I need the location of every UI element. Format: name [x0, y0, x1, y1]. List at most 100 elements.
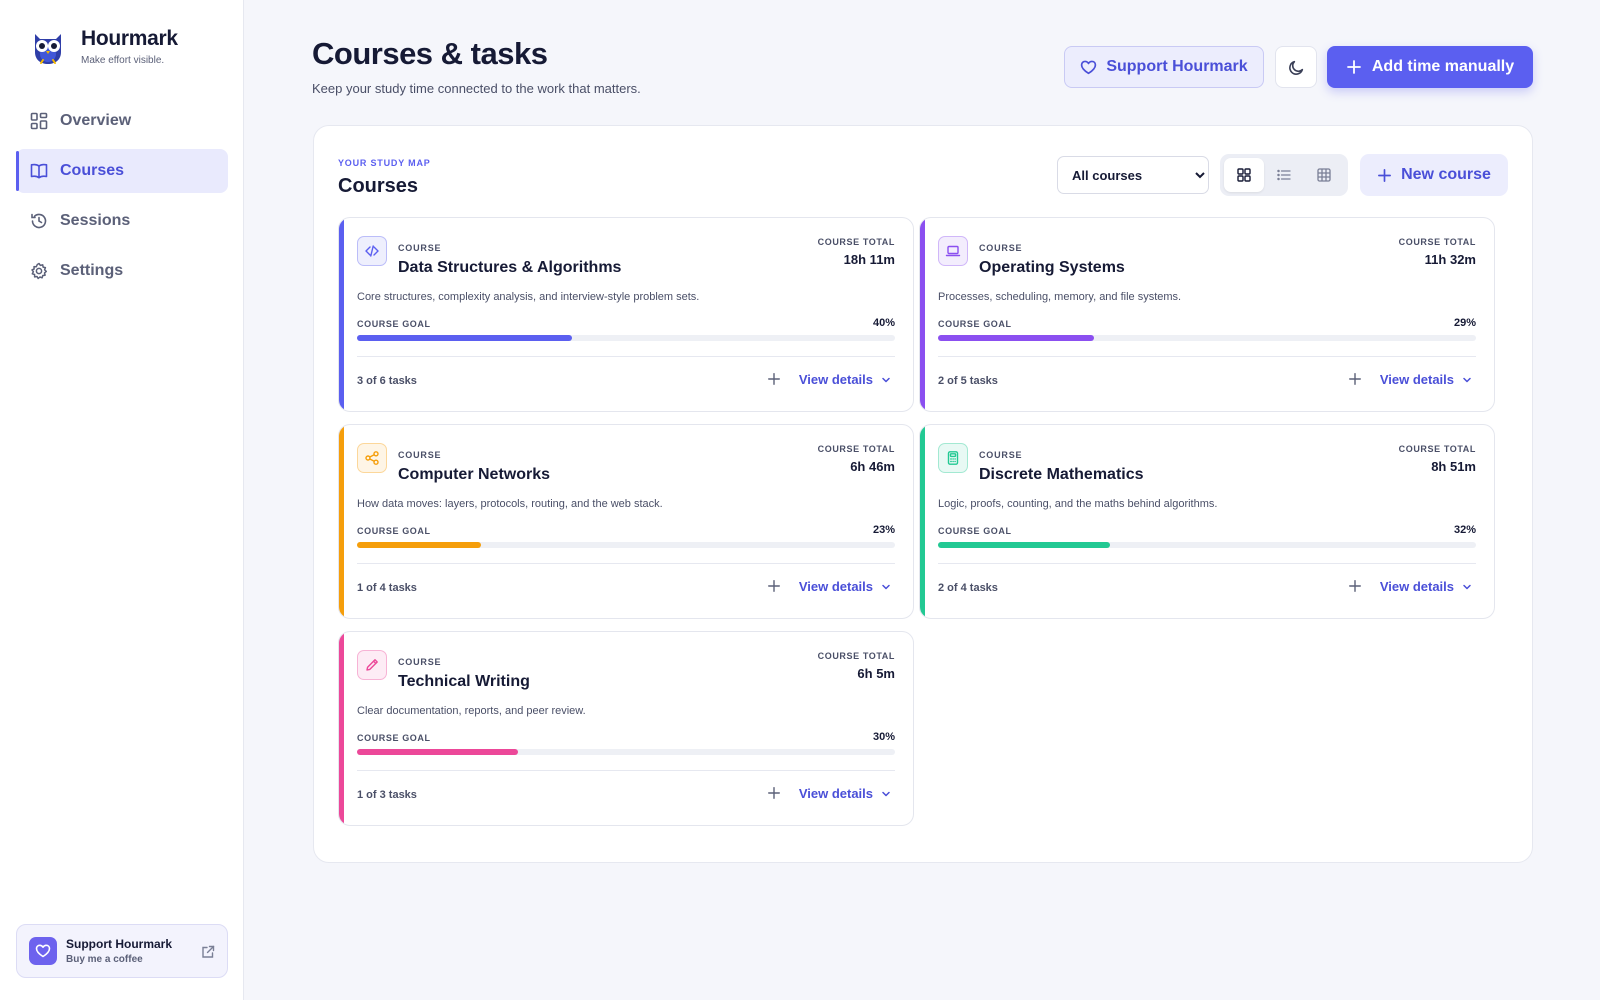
view-list-button[interactable] — [1264, 158, 1304, 192]
course-total: 6h 5m — [857, 666, 895, 681]
view-details-label: View details — [798, 579, 873, 594]
course-goal-progress-fill — [938, 542, 1111, 548]
sidebar-support-link[interactable]: Support Hourmark Buy me a coffee — [16, 924, 228, 978]
course-name: Operating Systems — [979, 259, 1125, 276]
view-details-button[interactable]: View details — [799, 786, 891, 801]
course-accent-bar — [339, 218, 344, 411]
history-icon — [30, 212, 48, 230]
course-card[interactable]: COURSE Operating Systems COURSE TOTAL 11… — [919, 217, 1495, 412]
brand[interactable]: Hourmark Make effort visible. — [28, 26, 178, 66]
new-course-button[interactable]: New course — [1360, 154, 1508, 196]
courses-panel: YOUR STUDY MAP Courses All courses — [313, 125, 1533, 863]
moon-icon — [1288, 59, 1305, 76]
sidebar-item-courses[interactable]: Courses — [16, 149, 228, 193]
course-goal-percent: 30% — [872, 731, 895, 743]
course-goal-progress — [357, 542, 895, 548]
new-course-label: New course — [1401, 166, 1491, 183]
course-filter-select[interactable]: All courses — [1057, 156, 1209, 194]
view-details-button[interactable]: View details — [799, 372, 891, 387]
card-divider — [357, 770, 895, 771]
view-details-label: View details — [798, 786, 873, 801]
course-description: Processes, scheduling, memory, and file … — [938, 291, 1182, 303]
view-cards-button[interactable] — [1224, 158, 1264, 192]
book-icon — [30, 162, 48, 180]
chevron-down-icon — [1462, 582, 1472, 592]
list-view-icon — [1277, 168, 1291, 182]
course-goal-percent: 32% — [1453, 524, 1476, 536]
panel-title: Courses — [338, 175, 419, 197]
course-goal-percent: 23% — [872, 524, 895, 536]
course-total-label: COURSE TOTAL — [817, 651, 895, 661]
support-button[interactable]: Support Hourmark — [1064, 46, 1264, 88]
course-total-label: COURSE TOTAL — [1398, 237, 1476, 247]
chevron-down-icon — [881, 789, 891, 799]
course-total-label: COURSE TOTAL — [817, 237, 895, 247]
app-name: Hourmark — [81, 26, 178, 50]
course-card[interactable]: COURSE Discrete Mathematics COURSE TOTAL… — [919, 424, 1495, 619]
course-accent-bar — [920, 218, 925, 411]
chevron-down-icon — [881, 375, 891, 385]
course-total: 6h 46m — [850, 459, 895, 474]
course-goal-progress-fill — [357, 749, 519, 755]
view-details-button[interactable]: View details — [799, 579, 891, 594]
share-icon — [357, 443, 387, 473]
external-link-icon — [201, 945, 215, 959]
course-accent-bar — [339, 632, 344, 825]
course-card[interactable]: COURSE Data Structures & Algorithms COUR… — [338, 217, 914, 412]
add-task-button[interactable] — [766, 371, 782, 387]
card-divider — [938, 356, 1476, 357]
theme-toggle-button[interactable] — [1275, 46, 1317, 88]
course-description: Logic, proofs, counting, and the maths b… — [938, 498, 1218, 510]
course-card[interactable]: COURSE Computer Networks COURSE TOTAL 6h… — [338, 424, 914, 619]
app-tagline: Make effort visible. — [81, 54, 165, 66]
course-task-count: 2 of 4 tasks — [938, 582, 998, 594]
course-goal-label: COURSE GOAL — [938, 526, 1012, 536]
sidebar-item-sessions[interactable]: Sessions — [16, 199, 228, 243]
course-name: Discrete Mathematics — [979, 466, 1144, 483]
course-goal-progress-fill — [357, 542, 481, 548]
course-total: 8h 51m — [1431, 459, 1476, 474]
add-time-button[interactable]: Add time manually — [1327, 46, 1533, 88]
chevron-down-icon — [881, 582, 891, 592]
card-divider — [357, 356, 895, 357]
support-button-label: Support Hourmark — [1106, 58, 1248, 75]
course-goal-label: COURSE GOAL — [357, 733, 431, 743]
course-task-count: 2 of 5 tasks — [938, 375, 998, 387]
view-details-button[interactable]: View details — [1380, 579, 1472, 594]
course-total: 18h 11m — [843, 252, 895, 267]
course-kicker: COURSE — [398, 243, 442, 253]
sidebar-item-overview[interactable]: Overview — [16, 99, 228, 143]
add-task-button[interactable] — [1347, 578, 1363, 594]
add-task-button[interactable] — [1347, 371, 1363, 387]
view-details-label: View details — [1379, 372, 1454, 387]
course-goal-progress — [357, 335, 895, 341]
add-task-button[interactable] — [766, 578, 782, 594]
support-subtitle: Buy me a coffee — [66, 954, 143, 965]
course-total: 11h 32m — [1424, 252, 1476, 267]
course-kicker: COURSE — [398, 450, 442, 460]
panel-eyebrow: YOUR STUDY MAP — [338, 158, 431, 168]
sidebar-item-settings[interactable]: Settings — [16, 249, 228, 293]
course-goal-progress-fill — [357, 335, 573, 341]
view-table-button[interactable] — [1304, 158, 1344, 192]
course-kicker: COURSE — [398, 657, 442, 667]
course-accent-bar — [920, 425, 925, 618]
plus-icon — [1346, 59, 1362, 75]
add-task-button[interactable] — [766, 785, 782, 801]
course-goal-progress-fill — [938, 335, 1095, 341]
sidebar-nav: Overview Courses Sessions — [16, 99, 228, 299]
view-details-label: View details — [798, 372, 873, 387]
sidebar-item-label: Courses — [60, 162, 125, 179]
course-task-count: 1 of 4 tasks — [357, 582, 417, 594]
sidebar: Hourmark Make effort visible. Overview C… — [0, 0, 244, 1000]
sidebar-item-label: Settings — [60, 262, 124, 279]
course-card[interactable]: COURSE Technical Writing COURSE TOTAL 6h… — [338, 631, 914, 826]
add-time-label: Add time manually — [1371, 58, 1515, 75]
course-goal-percent: 29% — [1453, 317, 1476, 329]
view-details-button[interactable]: View details — [1380, 372, 1472, 387]
sidebar-item-label: Overview — [60, 112, 132, 129]
support-title: Support Hourmark — [66, 937, 173, 951]
course-accent-bar — [339, 425, 344, 618]
page-title: Courses & tasks — [312, 36, 548, 71]
course-goal-percent: 40% — [872, 317, 895, 329]
